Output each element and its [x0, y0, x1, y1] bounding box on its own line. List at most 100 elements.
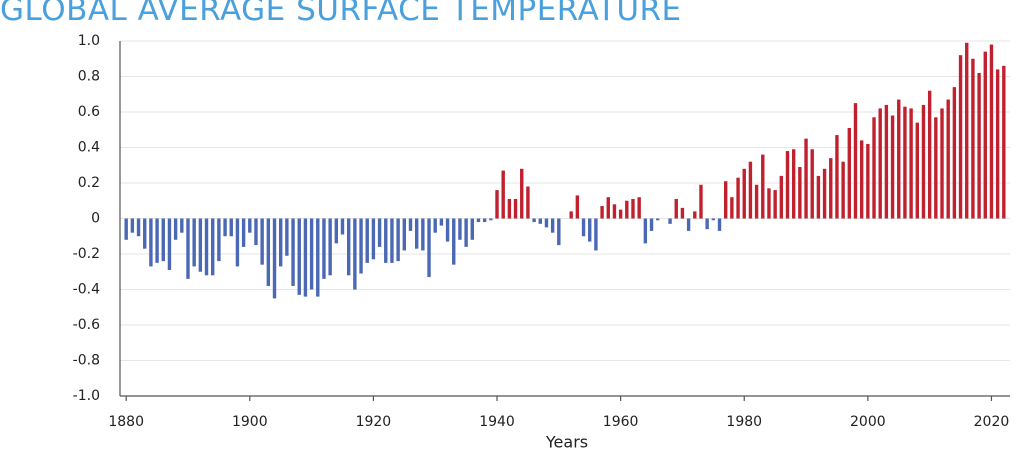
bar — [594, 218, 598, 251]
bar — [180, 218, 184, 233]
bar — [921, 104, 926, 219]
bar — [501, 170, 505, 219]
bar — [476, 218, 481, 223]
bar — [791, 149, 796, 219]
bar — [396, 218, 400, 262]
x-tick-label: 1900 — [232, 414, 268, 430]
bar — [588, 218, 592, 242]
bar — [612, 204, 617, 219]
bar — [835, 135, 839, 219]
x-axis-label: Years — [545, 433, 588, 452]
bar — [754, 184, 759, 219]
y-tick-label: 0.8 — [78, 69, 100, 85]
bar — [408, 218, 413, 231]
bar — [173, 218, 178, 240]
bar — [915, 122, 919, 219]
y-tick-label: 0.2 — [78, 175, 100, 191]
bar — [334, 218, 339, 244]
bar — [532, 218, 536, 223]
bar — [946, 99, 950, 219]
bar — [934, 117, 938, 219]
bar — [303, 218, 308, 297]
bar — [909, 108, 913, 219]
bar — [995, 69, 1000, 219]
bar — [643, 218, 648, 244]
bar — [637, 197, 641, 219]
bar — [495, 190, 499, 219]
bar — [940, 108, 944, 219]
x-tick-label: 1880 — [108, 414, 144, 430]
bar — [211, 218, 215, 276]
bar — [316, 218, 320, 297]
bar — [618, 209, 623, 219]
bar — [186, 218, 190, 279]
bar — [124, 218, 128, 240]
bar — [192, 218, 196, 267]
x-tick-label: 2000 — [850, 414, 886, 430]
bar — [742, 168, 746, 219]
bar — [452, 218, 456, 265]
bar — [470, 218, 474, 240]
bar — [248, 218, 252, 233]
bar — [384, 218, 388, 263]
bar — [878, 108, 882, 219]
bar — [538, 218, 542, 224]
bar — [421, 218, 425, 251]
bar — [649, 218, 654, 231]
bar — [625, 200, 629, 219]
bar — [798, 167, 802, 219]
bar — [507, 198, 512, 219]
bar — [711, 218, 716, 221]
bar — [377, 218, 382, 247]
bar — [414, 218, 419, 249]
bar — [278, 218, 283, 267]
bar — [340, 218, 345, 235]
y-tick-label: 0.4 — [78, 140, 100, 156]
bar — [204, 218, 209, 276]
bar — [309, 218, 314, 290]
bar — [785, 151, 790, 219]
bar — [705, 218, 709, 230]
bar — [829, 158, 833, 219]
bar — [544, 218, 549, 228]
y-tick-label: -1.0 — [73, 388, 100, 404]
bar — [433, 218, 437, 233]
bar — [254, 218, 258, 246]
bar — [569, 211, 573, 219]
bar — [841, 161, 845, 219]
bar — [810, 149, 814, 219]
bar — [328, 218, 332, 276]
bar — [656, 218, 660, 221]
bar — [958, 55, 963, 219]
y-tick-label: 1.0 — [78, 33, 100, 49]
bar — [489, 218, 493, 221]
bar — [346, 218, 351, 276]
bar — [872, 117, 876, 219]
bar — [365, 218, 369, 263]
bar — [927, 90, 932, 219]
bar — [767, 188, 771, 219]
bar — [903, 106, 907, 219]
bar — [353, 218, 357, 290]
bar — [866, 143, 870, 219]
bar — [989, 44, 994, 219]
y-tick-label: -0.4 — [73, 282, 100, 298]
y-tick-label: 0.6 — [78, 104, 100, 120]
bar — [693, 211, 697, 219]
bar — [161, 218, 165, 262]
bar — [779, 175, 784, 219]
bar — [717, 218, 722, 231]
bar — [266, 218, 271, 286]
bar — [223, 218, 227, 237]
bar — [581, 218, 586, 237]
bar — [773, 190, 777, 219]
bar — [723, 181, 728, 219]
y-tick-label: -0.6 — [73, 317, 100, 333]
bar — [674, 198, 678, 219]
bar — [884, 104, 889, 219]
bar — [847, 127, 852, 219]
bar — [458, 218, 462, 240]
bar — [285, 218, 289, 256]
x-tick-label: 1960 — [603, 414, 639, 430]
